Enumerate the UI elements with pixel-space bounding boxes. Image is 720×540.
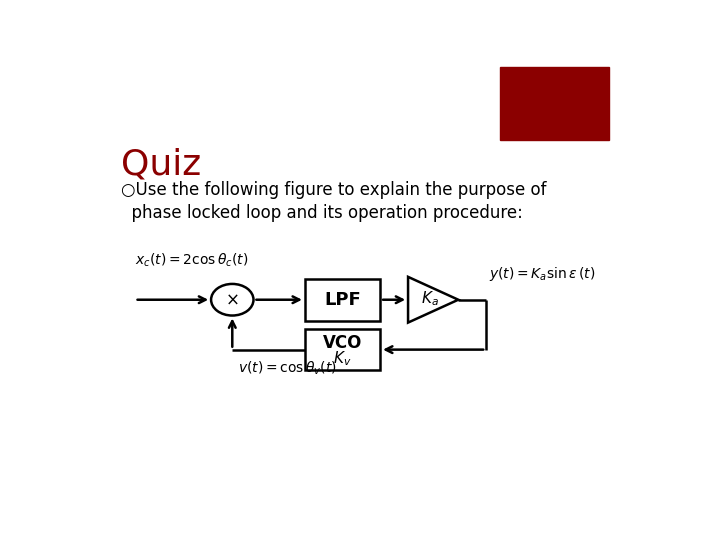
Text: Quiz: Quiz [121, 148, 201, 182]
Bar [305, 279, 380, 321]
Text: $K_a$: $K_a$ [421, 289, 439, 308]
Text: ○Use the following figure to explain the purpose of: ○Use the following figure to explain the… [121, 181, 546, 199]
Text: phase locked loop and its operation procedure:: phase locked loop and its operation proc… [121, 204, 523, 222]
Text: LPF: LPF [324, 291, 361, 309]
Polygon shape [408, 277, 459, 322]
Text: VCO: VCO [323, 334, 362, 353]
Text: $v(t) = \cos\theta_v(t)$: $v(t) = \cos\theta_v(t)$ [238, 360, 337, 377]
Bar [500, 67, 609, 140]
Bar [305, 329, 380, 370]
Text: $y(t) = K_a \sin\epsilon\,(t)$: $y(t) = K_a \sin\epsilon\,(t)$ [489, 265, 595, 283]
Text: $x_c(t) = 2\cos\theta_c(t)$: $x_c(t) = 2\cos\theta_c(t)$ [135, 251, 248, 268]
Text: $K_v$: $K_v$ [333, 349, 351, 368]
Text: $\times$: $\times$ [225, 291, 239, 309]
Circle shape [211, 284, 253, 315]
